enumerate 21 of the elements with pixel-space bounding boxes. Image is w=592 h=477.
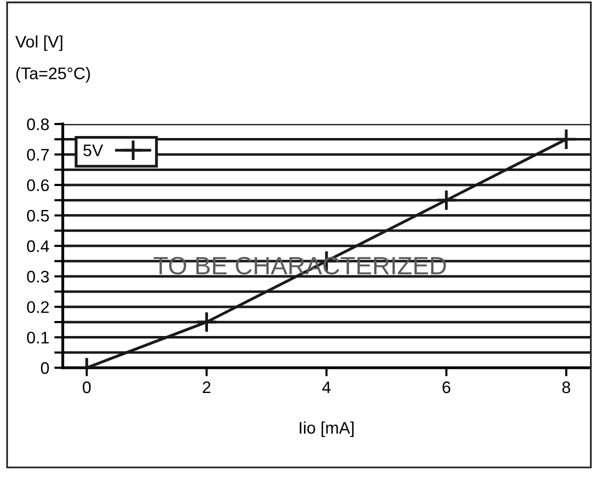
- y-tick-label: 0.8: [27, 118, 49, 130]
- x-axis-title: Iio [mA]: [300, 422, 354, 438]
- x-tick-label: 0: [82, 381, 91, 394]
- y-tick-label: 0.1: [27, 332, 49, 344]
- point: [435, 189, 458, 212]
- y-tick-label: 0: [40, 362, 49, 374]
- y-tick-label: 0.6: [27, 179, 49, 192]
- x-tick-label: 6: [442, 381, 450, 394]
- y-axis-title: Vol [V]: [15, 35, 62, 51]
- legend-label: 5V: [83, 144, 104, 156]
- x-tick-label: 2: [202, 381, 210, 394]
- point: [195, 310, 218, 334]
- x-tick-label: 4: [322, 382, 331, 394]
- y-tick-label: 0.7: [27, 148, 49, 161]
- point: [555, 128, 578, 150]
- y-tick-label: 0.3: [27, 270, 49, 283]
- y-tick-label: 0.4: [27, 240, 50, 252]
- y-tick-label: 0.5: [27, 210, 49, 222]
- x-tick-label: 8: [562, 381, 570, 394]
- y-tick-label: 0.2: [27, 301, 49, 314]
- text: (Ta=25°C): [16, 67, 90, 83]
